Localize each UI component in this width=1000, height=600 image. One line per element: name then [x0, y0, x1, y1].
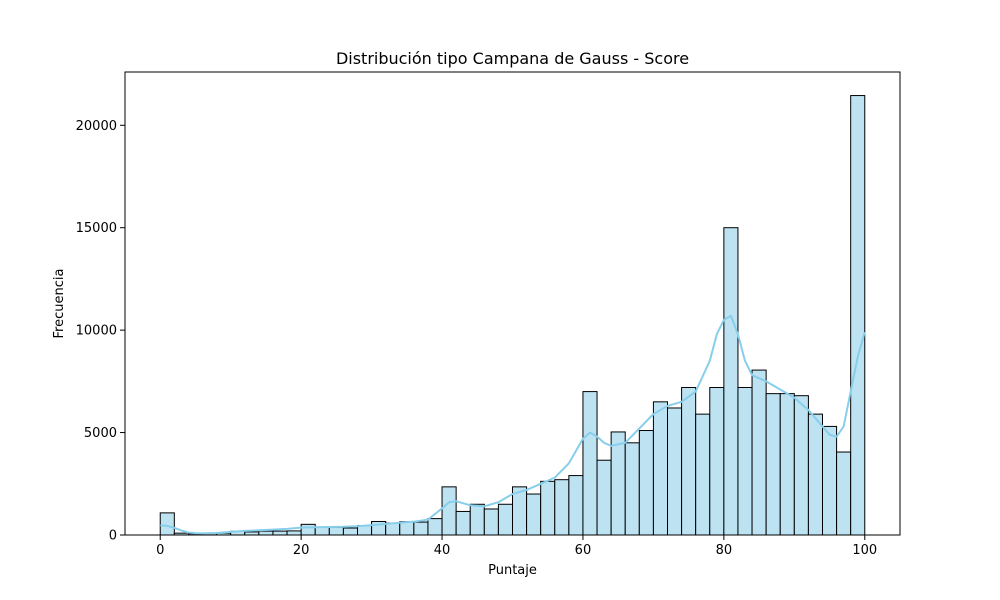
histogram-bar [596, 459, 612, 536]
histogram-bar [652, 401, 669, 536]
y-tick-label: 10000 [76, 324, 117, 339]
histogram-bar [427, 518, 443, 536]
histogram-bar [793, 395, 809, 536]
histogram-bar [737, 386, 753, 536]
histogram-bar [399, 521, 415, 536]
histogram-bar [667, 407, 683, 536]
histogram-bar [836, 451, 852, 536]
histogram-bar [709, 386, 725, 536]
histogram-bar [582, 391, 598, 536]
histogram-bar [328, 526, 344, 536]
histogram-bar [258, 530, 274, 536]
histogram-bar [850, 95, 866, 536]
y-tick-label: 15000 [76, 221, 117, 236]
histogram-bar [681, 386, 697, 536]
kde-group [160, 314, 866, 535]
histogram-bar [822, 425, 838, 536]
histogram-bar [483, 508, 499, 536]
chart-title: Distribución tipo Campana de Gauss - Sco… [336, 49, 689, 68]
histogram-bar [526, 493, 542, 536]
x-tick-label: 40 [434, 543, 451, 558]
histogram-bar [540, 480, 556, 536]
histogram-bar [300, 523, 316, 536]
x-axis-label: Puntaje [488, 563, 537, 578]
histogram-bar [723, 227, 739, 536]
histogram-bar [568, 475, 584, 536]
histogram-bar [385, 522, 401, 536]
histogram-bar [413, 521, 429, 536]
x-tick-label: 80 [716, 543, 733, 558]
histogram-bar [779, 393, 795, 536]
histogram-bar [342, 527, 358, 536]
x-tick-label: 100 [852, 543, 877, 558]
y-axis-ticks: 0 5000 10000 15000 20000 [76, 119, 125, 544]
histogram-bar [314, 526, 330, 536]
histogram-bar [765, 393, 781, 536]
y-tick-label: 5000 [84, 426, 117, 441]
x-tick-label: 0 [156, 543, 164, 558]
histogram-bar [624, 442, 640, 536]
x-tick-label: 60 [575, 543, 592, 558]
histogram-bar [497, 503, 513, 536]
kde-line [160, 314, 866, 535]
histogram-bar [638, 430, 654, 536]
histogram-bar [469, 503, 485, 536]
axes-frame [124, 71, 901, 536]
x-axis-ticks: 0 20 40 60 80 100 [156, 535, 877, 558]
histogram-bar [610, 431, 626, 536]
histogram-bar [455, 510, 471, 536]
histogram-bar [159, 512, 175, 536]
histogram-bar [272, 530, 288, 536]
bar-group [159, 95, 866, 536]
histogram-bar [695, 413, 711, 536]
x-tick-label: 20 [293, 543, 310, 558]
histogram-bar [751, 369, 767, 536]
y-tick-label: 20000 [76, 119, 117, 134]
y-axis-label: Frecuencia [52, 269, 67, 339]
histogram-bar [807, 413, 824, 536]
histogram-bar [441, 486, 457, 536]
histogram-bar [286, 530, 302, 536]
histogram-bar [554, 479, 570, 536]
y-tick-label: 0 [109, 529, 117, 544]
